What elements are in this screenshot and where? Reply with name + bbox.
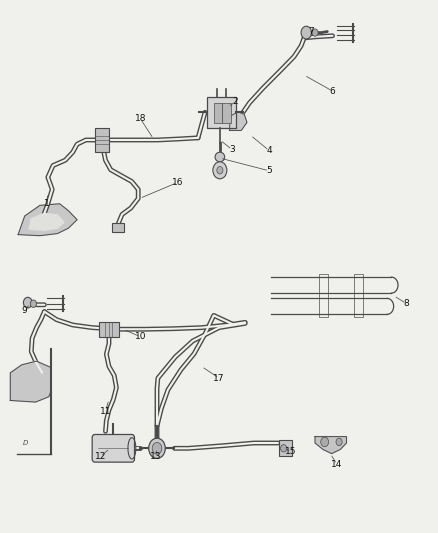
Text: 6: 6 bbox=[330, 86, 336, 95]
FancyBboxPatch shape bbox=[92, 434, 134, 462]
Polygon shape bbox=[18, 204, 77, 236]
Circle shape bbox=[217, 166, 223, 174]
Text: 3: 3 bbox=[229, 145, 235, 154]
Ellipse shape bbox=[152, 442, 162, 454]
Text: 5: 5 bbox=[266, 166, 272, 175]
Ellipse shape bbox=[215, 152, 225, 162]
Circle shape bbox=[23, 297, 32, 308]
Circle shape bbox=[30, 300, 36, 308]
Circle shape bbox=[312, 29, 318, 36]
Text: 7: 7 bbox=[308, 27, 314, 36]
Circle shape bbox=[336, 438, 342, 446]
Circle shape bbox=[301, 26, 311, 39]
Text: 9: 9 bbox=[22, 305, 28, 314]
Text: 11: 11 bbox=[100, 407, 111, 416]
Bar bbox=[99, 322, 119, 337]
Bar bbox=[214, 103, 223, 123]
Bar bbox=[223, 103, 231, 123]
Circle shape bbox=[281, 445, 287, 452]
Text: D: D bbox=[22, 440, 28, 446]
Text: 16: 16 bbox=[172, 178, 183, 187]
Polygon shape bbox=[315, 437, 346, 454]
Bar bbox=[279, 440, 292, 456]
Text: 10: 10 bbox=[134, 332, 146, 341]
Text: 17: 17 bbox=[213, 374, 225, 383]
Polygon shape bbox=[29, 213, 64, 230]
Text: 12: 12 bbox=[95, 453, 106, 462]
Text: 13: 13 bbox=[150, 453, 162, 462]
Ellipse shape bbox=[149, 438, 165, 458]
Bar bbox=[112, 223, 124, 232]
Bar bbox=[319, 274, 328, 317]
Text: 8: 8 bbox=[404, 299, 410, 308]
Text: 4: 4 bbox=[266, 146, 272, 155]
Polygon shape bbox=[11, 361, 51, 402]
Polygon shape bbox=[230, 112, 247, 131]
Text: 18: 18 bbox=[134, 114, 146, 123]
Text: 1: 1 bbox=[44, 199, 49, 208]
Circle shape bbox=[213, 162, 227, 179]
Bar bbox=[207, 97, 237, 128]
Text: 2: 2 bbox=[233, 97, 238, 106]
Bar bbox=[354, 274, 363, 317]
Text: 15: 15 bbox=[285, 447, 297, 456]
Bar bbox=[95, 128, 109, 152]
Circle shape bbox=[321, 437, 328, 447]
Text: 14: 14 bbox=[331, 460, 343, 469]
